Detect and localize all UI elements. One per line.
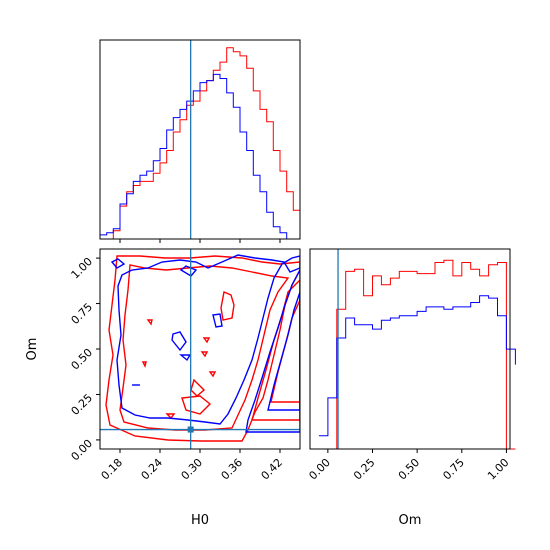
red-contour-4: [220, 291, 235, 321]
red-contour-8: [141, 361, 147, 369]
red-contour-6: [181, 395, 212, 415]
red-contour-10: [200, 351, 209, 358]
red-contour-2: [251, 279, 300, 421]
contour-xtick-label: 0.18: [99, 456, 126, 483]
h0-hist-red: [100, 47, 301, 240]
red-contour-0: [105, 255, 300, 442]
red-contour-9: [165, 413, 176, 420]
h0-hist-frame: [99, 39, 301, 240]
contour-ytick-label: 0.25: [69, 391, 96, 418]
om-hist-frame: [309, 248, 511, 450]
contour-xtick-label: 0.42: [259, 456, 286, 483]
blue-contour-5: [171, 331, 187, 352]
contour-ytick-label: 0.75: [69, 300, 96, 327]
contour-xtick-label: 0.24: [139, 456, 166, 483]
blue-contour-2: [267, 291, 300, 411]
red-contour-12: [208, 371, 217, 378]
red-contour-11: [202, 337, 211, 344]
contour-xtick-label: 0.30: [179, 456, 206, 483]
h0-marginal-panel: [99, 39, 301, 243]
contour-ytick-label: 0.50: [69, 346, 96, 373]
om-hist-red: [318, 259, 516, 450]
truth-marker: [187, 426, 194, 433]
om-xtick-label: 0.75: [440, 456, 467, 483]
red-contour-1: [119, 264, 290, 431]
blue-contour-0: [116, 254, 300, 425]
x-axis-label-om: Om: [399, 513, 422, 528]
blue-contour-6: [179, 354, 192, 362]
contour-ytick-label: 0.00: [69, 437, 96, 464]
h0-om-contour-panel: 0.18 0.24 0.30 0.36 0.42 0.00 0.25 0.50 0.75 1.00…: [25, 248, 301, 528]
om-xtick-label: 0.50: [396, 456, 423, 483]
blue-contour-4: [179, 265, 198, 277]
om-marginal-panel: 0.00 0.25 0.50 0.75 1.00 Om: [306, 248, 516, 528]
blue-contour-7: [212, 313, 223, 328]
x-axis-label-h0: H0: [191, 513, 209, 528]
contour-xtick-label: 0.36: [219, 456, 246, 483]
om-xtick-label: 1.00: [485, 456, 512, 483]
om-hist-blue: [318, 295, 516, 437]
red-contour-5: [190, 378, 206, 397]
blue-contour-3: [110, 258, 126, 269]
h0-hist-blue: [100, 73, 300, 240]
contour-ytick-label: 1.00: [69, 255, 96, 282]
y-axis-label-om: Om: [25, 338, 40, 361]
om-xtick-label: 0.00: [306, 456, 333, 483]
contour-frame: [99, 248, 301, 450]
blue-contour-1: [245, 269, 300, 433]
red-contour-7: [146, 319, 153, 326]
om-xtick-label: 0.25: [351, 456, 378, 483]
